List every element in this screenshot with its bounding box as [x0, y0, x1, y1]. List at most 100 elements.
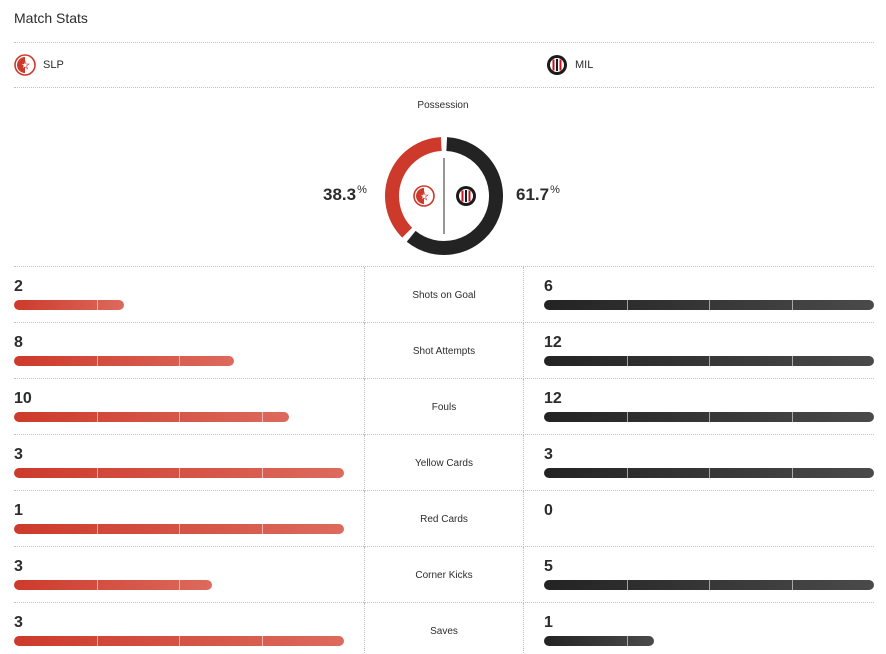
stat-away-track [544, 356, 874, 366]
stat-away-track [544, 636, 874, 646]
divider [14, 602, 874, 603]
stat-row: 10 12 Fouls [0, 379, 886, 435]
slavia-crest-icon [14, 54, 36, 76]
bar-segment [709, 580, 710, 590]
bar-segment [262, 468, 263, 478]
divider [14, 322, 874, 323]
home-team: SLP [14, 54, 64, 76]
bar-segment [97, 356, 98, 366]
stat-away-value: 1 [544, 614, 553, 631]
stat-home-value: 8 [14, 334, 23, 351]
bar-segment [179, 468, 180, 478]
divider [364, 379, 365, 435]
stat-home-value: 1 [14, 502, 23, 519]
stat-row: 1 0 Red Cards [0, 491, 886, 547]
bar-segment [179, 580, 180, 590]
possession-arc-home [385, 137, 442, 238]
bar-segment [97, 580, 98, 590]
divider [523, 603, 524, 654]
bar-segment [627, 412, 628, 422]
divider [523, 491, 524, 547]
stat-away-bar [544, 580, 874, 590]
stat-away-track [544, 300, 874, 310]
divider [14, 546, 874, 547]
divider [14, 87, 874, 88]
divider [364, 435, 365, 491]
bar-segment [179, 412, 180, 422]
stat-away-track [544, 412, 874, 422]
stat-away-track [544, 468, 874, 478]
stat-label: Red Cards [420, 514, 468, 525]
stat-away-value: 0 [544, 502, 553, 519]
milan-crest-icon [456, 186, 476, 206]
divider [364, 323, 365, 379]
stat-home-bar [14, 412, 289, 422]
bar-segment [97, 300, 98, 310]
divider [14, 378, 874, 379]
stat-home-bar [14, 636, 344, 646]
stat-label: Saves [430, 626, 458, 637]
bar-segment [97, 636, 98, 646]
possession-home-value: 38.3% [323, 184, 367, 204]
stat-away-bar [544, 300, 874, 310]
bar-segment [792, 412, 793, 422]
possession-donut [385, 137, 503, 255]
stat-label: Shots on Goal [412, 290, 476, 301]
home-team-abbr: SLP [43, 59, 64, 71]
bar-segment [97, 412, 98, 422]
bar-segment [792, 356, 793, 366]
stat-away-bar [544, 412, 874, 422]
stat-away-value: 5 [544, 558, 553, 575]
bar-segment [262, 636, 263, 646]
bar-segment [709, 468, 710, 478]
stat-away-value: 12 [544, 390, 562, 407]
stat-home-track [14, 300, 344, 310]
bar-segment [627, 636, 628, 646]
divider [523, 379, 524, 435]
stat-home-value: 3 [14, 446, 23, 463]
bar-segment [97, 524, 98, 534]
stat-label: Yellow Cards [415, 458, 473, 469]
divider [14, 266, 874, 267]
bar-segment [627, 580, 628, 590]
stat-row: 8 12 Shot Attempts [0, 323, 886, 379]
bar-segment [262, 524, 263, 534]
stat-away-value: 3 [544, 446, 553, 463]
possession-arc-away [406, 137, 503, 255]
divider [364, 491, 365, 547]
stat-home-value: 3 [14, 558, 23, 575]
stat-away-bar [544, 356, 874, 366]
divider [364, 267, 365, 323]
stat-label: Fouls [431, 402, 457, 413]
away-team-abbr: MIL [575, 59, 594, 71]
divider [523, 323, 524, 379]
stat-home-value: 10 [14, 390, 32, 407]
stat-home-track [14, 412, 344, 422]
bar-segment [179, 636, 180, 646]
stat-home-track [14, 524, 344, 534]
stat-away-value: 6 [544, 278, 553, 295]
stat-home-value: 3 [14, 614, 23, 631]
stat-row: 2 6 Shots on Goal [0, 267, 886, 323]
slavia-crest-icon [413, 185, 435, 207]
divider [364, 547, 365, 603]
divider [14, 434, 874, 435]
milan-crest-icon [547, 55, 567, 75]
stat-away-track [544, 580, 874, 590]
bar-segment [792, 300, 793, 310]
divider [523, 435, 524, 491]
stat-away-bar [544, 468, 874, 478]
bar-segment [709, 356, 710, 366]
away-team: MIL [546, 54, 593, 76]
bar-segment [97, 468, 98, 478]
stat-home-value: 2 [14, 278, 23, 295]
possession-label: Possession [417, 100, 469, 111]
stat-home-track [14, 636, 344, 646]
stat-home-bar [14, 468, 344, 478]
stat-home-bar [14, 356, 234, 366]
stat-row: 3 3 Yellow Cards [0, 435, 886, 491]
stat-home-bar [14, 524, 344, 534]
divider [523, 547, 524, 603]
stat-row: 3 5 Corner Kicks [0, 547, 886, 603]
bar-segment [179, 524, 180, 534]
